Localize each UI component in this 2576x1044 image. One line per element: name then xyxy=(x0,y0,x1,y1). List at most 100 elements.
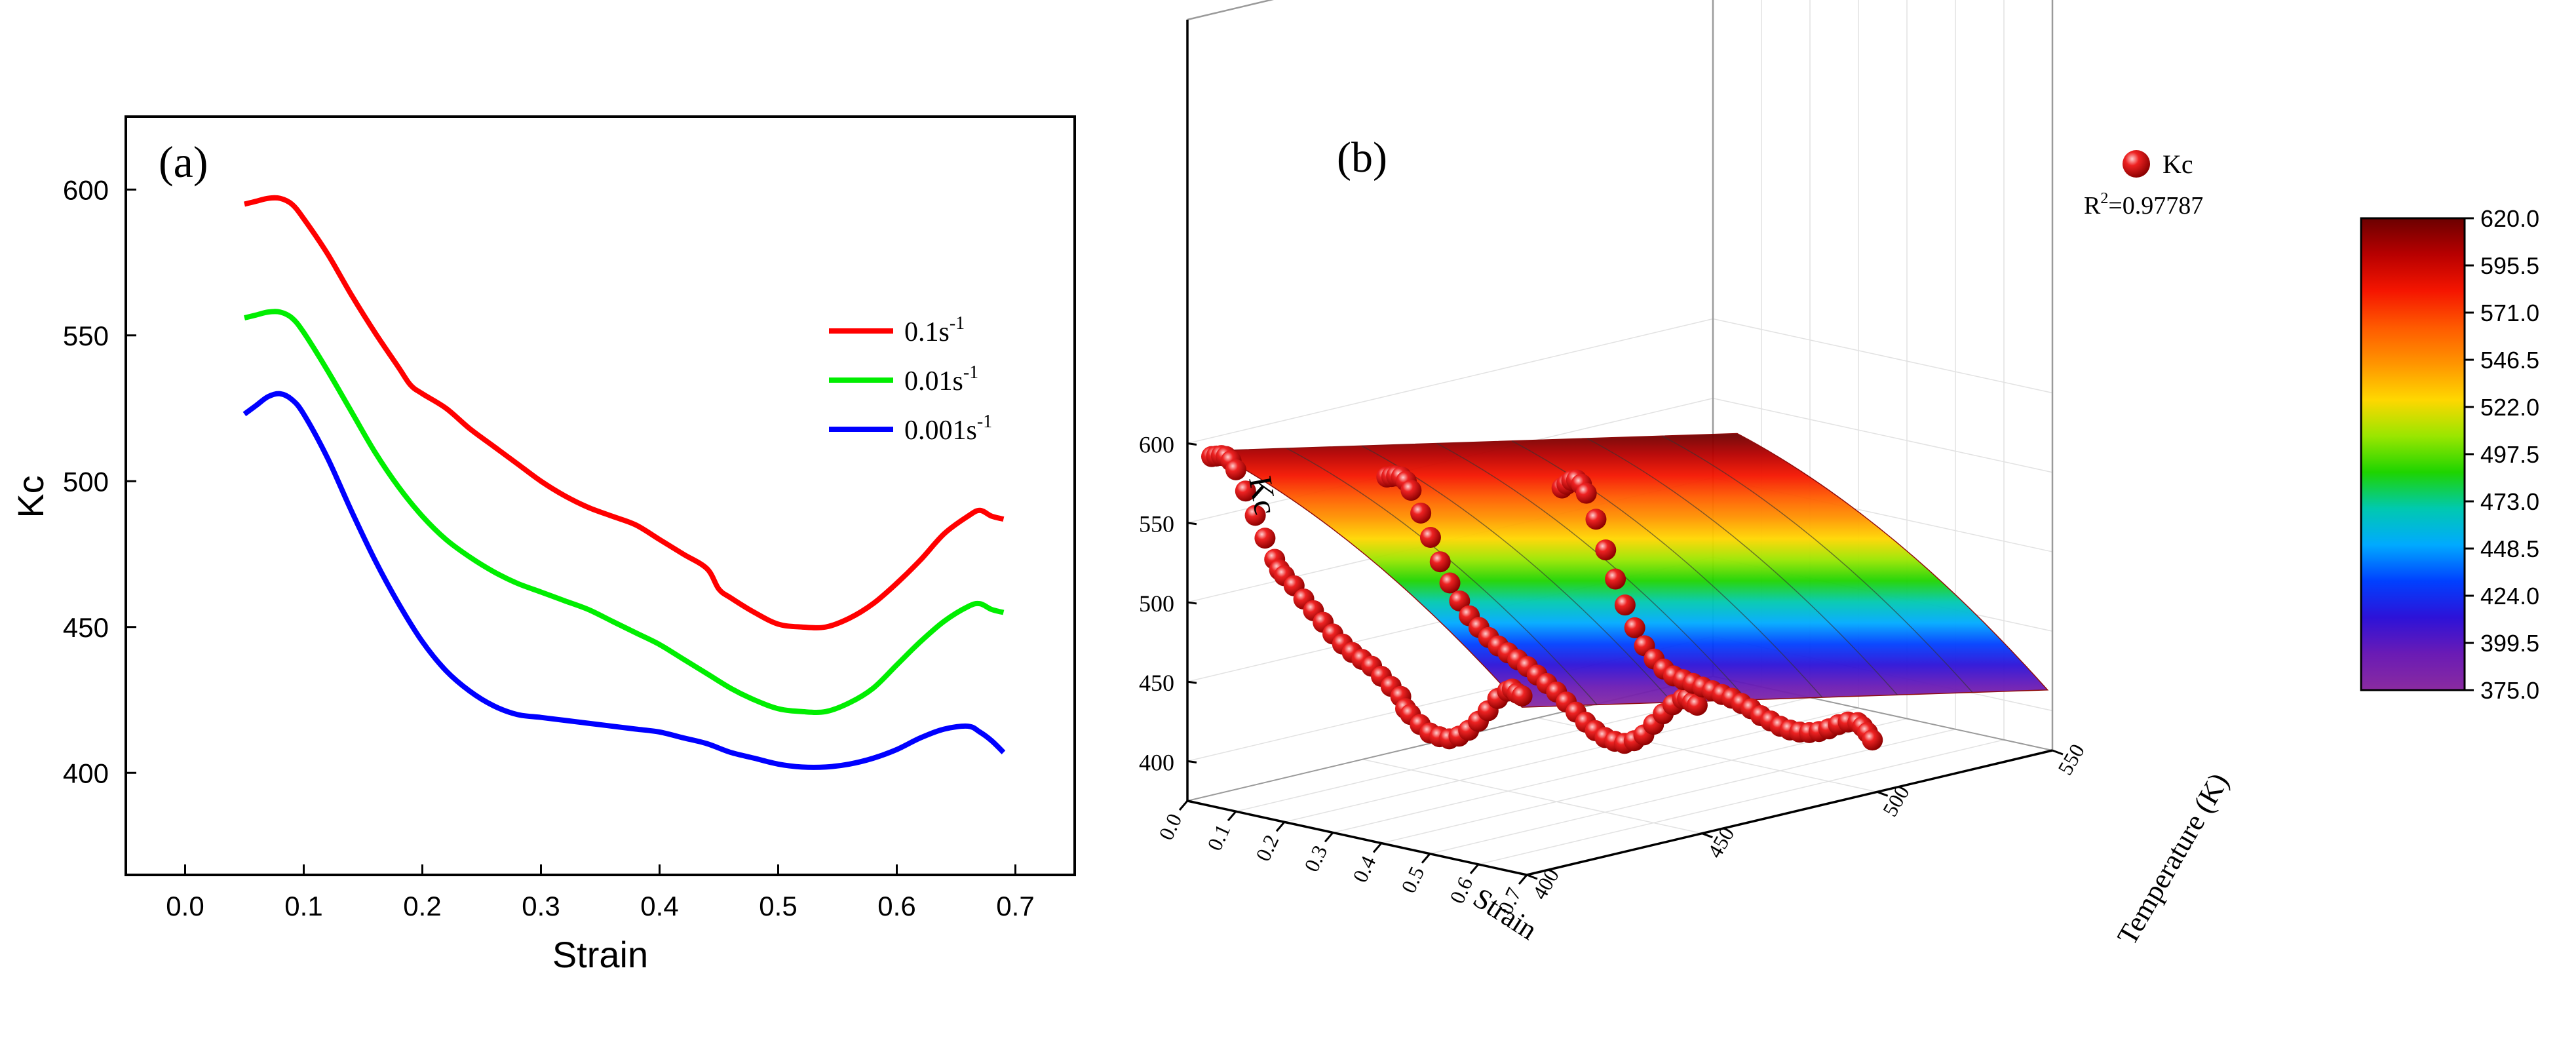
panel-b-label: (b) xyxy=(1337,134,1387,182)
wall-grid-line xyxy=(1712,397,2053,473)
z-tick-mark xyxy=(1187,522,1197,526)
legend-sup: -1 xyxy=(977,412,992,432)
legend-name: 0.001s xyxy=(904,416,977,446)
x-tick-mark-b xyxy=(1275,821,1286,832)
series-line-2 xyxy=(242,391,1006,770)
data-ball xyxy=(1400,480,1422,501)
x-tick-label-b: 0.5 xyxy=(1396,862,1429,896)
y-tick-label: 500 xyxy=(63,466,109,497)
x-tick-label: 0.5 xyxy=(759,891,797,921)
wall-grid-line xyxy=(1187,318,1714,444)
floor-grid-line xyxy=(1429,728,1956,855)
z-tick-label: 600 xyxy=(1139,431,1174,457)
x-tick-mark-b xyxy=(1421,853,1431,864)
floor-grid-line xyxy=(1478,739,2005,865)
legend-name: 0.1s xyxy=(904,317,950,347)
data-ball xyxy=(1235,480,1256,502)
legend-kc-label: Kc xyxy=(2163,149,2193,179)
data-ball xyxy=(1585,509,1607,530)
data-ball xyxy=(1410,502,1432,524)
surface-contour-line xyxy=(1662,435,1973,693)
x-tick-label-b: 0.2 xyxy=(1251,831,1284,864)
colorbar-tick-label: 546.5 xyxy=(2480,347,2539,374)
x-tick-mark-b xyxy=(1372,842,1383,853)
data-ball xyxy=(1225,459,1246,480)
z-tick-mark xyxy=(1187,680,1197,684)
colorbar-tick-label: 497.5 xyxy=(2480,441,2539,468)
data-ball xyxy=(1614,594,1636,616)
x-tick-label: 0.2 xyxy=(403,891,441,921)
series-line-1 xyxy=(244,309,1005,715)
colorbar xyxy=(2360,217,2466,691)
data-ball xyxy=(1862,729,1883,751)
data-ball xyxy=(1605,568,1626,590)
legend-label-2: 0.001s-1 xyxy=(904,412,992,446)
surface-contour-line xyxy=(1436,442,1748,701)
floor-grid-line xyxy=(1284,697,1811,823)
surface-contour-line xyxy=(1511,440,1823,698)
z-tick-label: 500 xyxy=(1139,590,1174,617)
data-ball xyxy=(1419,527,1441,549)
legend-label-0: 0.1s-1 xyxy=(904,313,965,347)
x-tick-mark-b xyxy=(1227,811,1237,822)
legend-name: 0.01s xyxy=(904,366,963,396)
surface-contour-line xyxy=(1586,438,1898,695)
data-ball xyxy=(1429,551,1451,573)
y-axis-label: Kc xyxy=(10,475,51,518)
z-tick-label: 450 xyxy=(1139,670,1174,696)
x-tick-label-b: 0.4 xyxy=(1348,852,1381,885)
z-tick-mark xyxy=(1187,760,1197,764)
y-tick-label: 450 xyxy=(63,612,109,643)
colorbar-tick-label: 448.5 xyxy=(2480,535,2539,562)
chart-a-svg: 0.0 0.1 0.2 0.3 0.4 0.5 0.6 0.7400450500550600 … xyxy=(10,115,1076,975)
data-ball xyxy=(1449,590,1471,611)
series-line-0 xyxy=(244,195,1005,630)
x-axis-line xyxy=(1187,800,1528,876)
colorbar-tick-label: 571.0 xyxy=(2480,300,2539,326)
r-squared-text: R2=0.97787 xyxy=(2084,190,2203,220)
y-tick-label-b: 450 xyxy=(1702,823,1739,862)
y-tick-mark-b xyxy=(1877,790,1889,797)
x-tick-mark-b xyxy=(1518,874,1528,885)
z-tick-mark xyxy=(1187,601,1197,605)
x-tick-label-b: 0.1 xyxy=(1202,821,1235,854)
legend-label-1: 0.01s-1 xyxy=(904,362,978,396)
y-tick-mark-b xyxy=(2052,749,2064,756)
data-ball xyxy=(1575,482,1597,504)
z-tick-label: 550 xyxy=(1139,511,1174,537)
data-ball xyxy=(1244,505,1266,526)
x-tick-label: 0.6 xyxy=(877,891,915,921)
colorbar-tick-label: 620.0 xyxy=(2480,205,2539,232)
x-tick-label: 0.3 xyxy=(522,891,560,921)
legend-sup: -1 xyxy=(950,313,965,334)
y-tick-label-b: 400 xyxy=(1528,864,1564,904)
y-tick-mark-b xyxy=(1526,874,1538,880)
plot-frame xyxy=(125,115,1076,876)
x-axis-label: Strain xyxy=(552,934,648,975)
x-tick-mark-b xyxy=(1324,832,1334,843)
x-tick-label: 0.0 xyxy=(166,891,204,921)
data-ball xyxy=(1439,572,1461,594)
floor-grid-line xyxy=(1362,758,1702,834)
legend-sup: -1 xyxy=(963,362,978,383)
fitted-surface xyxy=(1210,433,2049,708)
y-tick-label: 400 xyxy=(63,758,109,788)
z-tick-mark xyxy=(1187,442,1197,446)
x-tick-label: 0.4 xyxy=(640,891,678,921)
x-tick-label-b: 0.0 xyxy=(1154,810,1187,843)
colorbar-tick-label: 375.0 xyxy=(2480,677,2539,704)
x-tick-label: 0.1 xyxy=(284,891,322,921)
colorbar-tick-label: 595.5 xyxy=(2480,252,2539,279)
x-tick-mark-b xyxy=(1469,863,1480,874)
x-tick-mark-b xyxy=(1178,800,1189,811)
y-tick-label-b: 500 xyxy=(1878,781,1914,821)
y-tick-mark-b xyxy=(1701,832,1713,839)
data-ball xyxy=(1254,528,1276,549)
panel-b-chart: 400 450 500 550 600 0.0 0.1 0.2 0.3 0.4 0.5 0.6 0.7 4… xyxy=(1114,0,2576,1044)
colorbar-tick-label: 424.0 xyxy=(2480,583,2539,609)
y-axis-line xyxy=(1526,749,2053,876)
colorbar-tick-label: 399.5 xyxy=(2480,630,2539,657)
panel-a-label: (a) xyxy=(159,137,208,187)
y-tick-label: 550 xyxy=(63,320,109,351)
